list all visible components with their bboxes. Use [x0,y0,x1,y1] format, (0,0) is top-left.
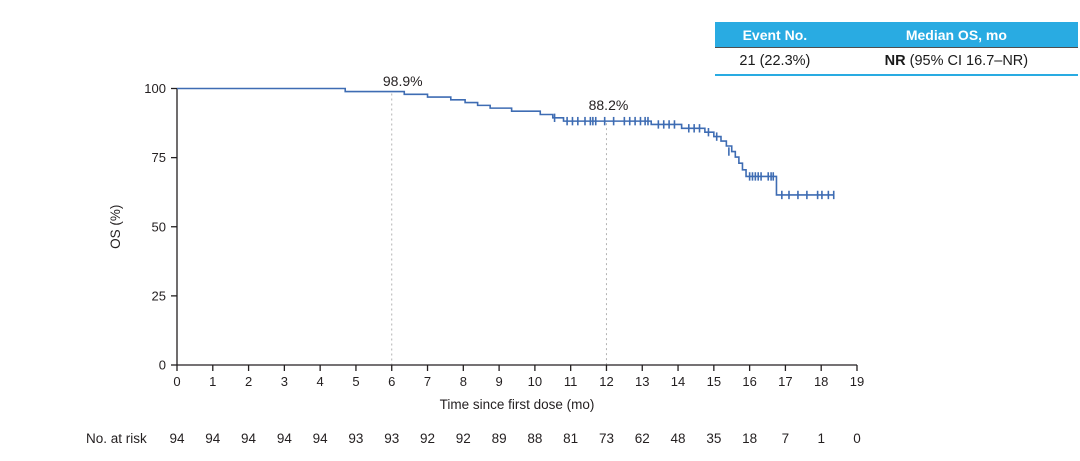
x-tick-label: 11 [564,374,578,389]
at-risk-value: 73 [599,431,614,446]
y-axis-title: OS (%) [108,205,123,249]
at-risk-value: 94 [313,431,329,446]
at-risk-value: 94 [205,431,221,446]
x-tick-label: 9 [495,374,502,389]
at-risk-value: 7 [782,431,790,446]
x-tick-label: 14 [671,374,685,389]
x-tick-label: 6 [388,374,395,389]
at-risk-value: 48 [671,431,686,446]
at-risk-value: 35 [706,431,721,446]
at-risk-value: 94 [169,431,185,446]
at-risk-value: 0 [853,431,861,446]
at-risk-value: 62 [635,431,650,446]
summary-header-event-no: Event No. [742,26,808,43]
x-tick-label: 2 [245,374,252,389]
at-risk-value: 92 [456,431,471,446]
summary-table-value-row: 21 (22.3%) NR (95% CI 16.7–NR) [715,48,1078,76]
x-tick-label: 19 [850,374,864,389]
summary-value-median-os-rest: (95% CI 16.7–NR) [905,53,1029,69]
x-tick-label: 12 [599,374,613,389]
at-risk-label: No. at risk [86,431,147,446]
annotation-label: 98.9% [383,73,423,89]
y-tick-label: 50 [152,219,166,234]
x-tick-label: 16 [742,374,756,389]
at-risk-value: 94 [277,431,293,446]
y-tick-label: 25 [152,288,166,303]
at-risk-value: 93 [384,431,399,446]
at-risk-value: 88 [527,431,542,446]
x-tick-label: 8 [460,374,467,389]
summary-table: Event No. Median OS, mo 21 (22.3%) NR (9… [715,22,1078,76]
x-tick-label: 13 [635,374,649,389]
x-tick-label: 17 [778,374,792,389]
at-risk-value: 92 [420,431,435,446]
summary-table-header-row: Event No. Median OS, mo [715,22,1078,48]
summary-header-median-os: Median OS, mo [905,26,1007,43]
x-tick-label: 15 [707,374,721,389]
x-tick-label: 5 [352,374,359,389]
x-tick-label: 18 [814,374,828,389]
at-risk-value: 89 [492,431,507,446]
km-curve [177,87,834,196]
y-tick-label: 0 [159,358,166,373]
x-tick-label: 0 [173,374,180,389]
x-tick-label: 7 [424,374,431,389]
at-risk-value: 93 [348,431,363,446]
x-tick-label: 3 [281,374,288,389]
x-tick-label: 4 [317,374,324,389]
x-tick-label: 10 [528,374,542,389]
y-tick-label: 100 [144,81,166,96]
summary-value-median-os: NR (95% CI 16.7–NR) [835,53,1078,69]
at-risk-value: 18 [742,431,757,446]
x-axis-title: Time since first dose (mo) [440,397,595,412]
x-tick-label: 1 [209,374,216,389]
at-risk-value: 81 [563,431,578,446]
at-risk-value: 1 [817,431,825,446]
annotation-label: 88.2% [589,97,629,113]
summary-value-event-no: 21 (22.3%) [739,53,811,69]
y-tick-label: 75 [152,150,166,165]
summary-value-median-os-bold: NR [884,53,906,69]
at-risk-value: 94 [241,431,257,446]
